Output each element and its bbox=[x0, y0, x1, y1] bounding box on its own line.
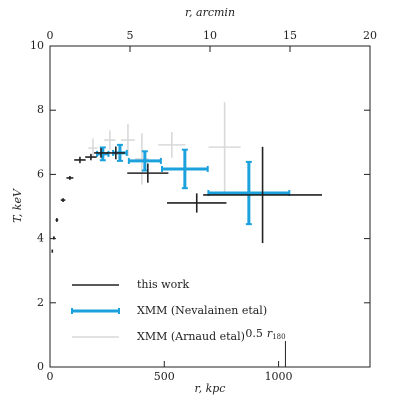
x-tick-label: 1000 bbox=[265, 370, 293, 383]
y-tick-label: 0 bbox=[37, 360, 44, 373]
x2-tick-label: 5 bbox=[127, 29, 134, 42]
plot-frame bbox=[49, 45, 371, 368]
y-tick-label: 4 bbox=[37, 232, 44, 245]
annotation-text: 0.5 r180 bbox=[245, 327, 285, 341]
x2-tick-label: 20 bbox=[363, 29, 377, 42]
y-tick-label: 6 bbox=[37, 167, 44, 180]
y-tick-label: 10 bbox=[30, 39, 44, 52]
x2-tick-label: 10 bbox=[203, 29, 217, 42]
annotation-number: 0.5 bbox=[245, 327, 263, 340]
x-tick-label: 500 bbox=[154, 370, 175, 383]
x2-tick-label: 0 bbox=[47, 29, 54, 42]
y-tick-label: 8 bbox=[37, 103, 44, 116]
x-tick-label: 0 bbox=[47, 370, 54, 383]
legend-label: XMM (Arnaud etal) bbox=[137, 330, 245, 343]
x-axis-label: r, kpc bbox=[195, 382, 226, 395]
y-axis-label: T, keV bbox=[11, 188, 24, 223]
x2-axis-label: r, arcmin bbox=[185, 6, 235, 19]
annotation-var: r bbox=[267, 327, 273, 340]
legend-label: XMM (Nevalainen etal) bbox=[137, 304, 267, 317]
y-tick-label: 2 bbox=[37, 296, 44, 309]
legend-label: this work bbox=[137, 278, 189, 291]
annotation-sub: 180 bbox=[272, 333, 285, 341]
x2-tick-label: 15 bbox=[283, 29, 297, 42]
